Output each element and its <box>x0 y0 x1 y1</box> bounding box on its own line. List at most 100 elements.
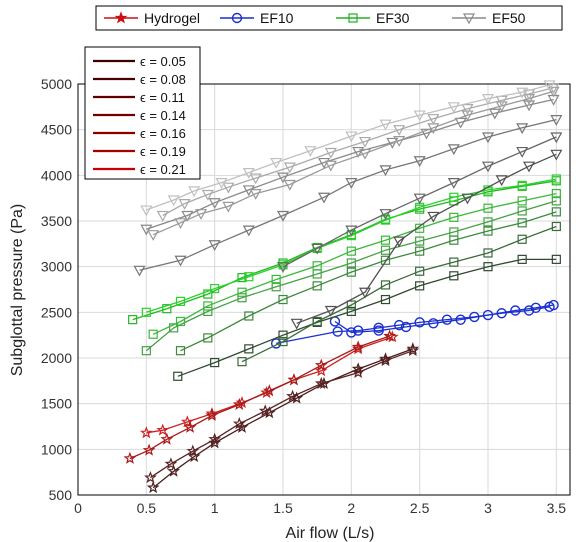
data-point-star <box>351 340 365 353</box>
legend-epsilon-label: ϵ = 0.14 <box>140 108 186 123</box>
data-point-square <box>346 267 356 277</box>
legend-label: Hydrogel <box>144 10 200 26</box>
data-point-square <box>415 266 425 276</box>
data-point-square <box>175 346 186 356</box>
data-point-star <box>262 384 276 397</box>
data-point-square <box>483 226 493 236</box>
data-point-triangle <box>488 108 501 120</box>
data-point-square <box>346 300 356 310</box>
series-ef30-10 <box>148 189 561 339</box>
data-point-triangle <box>222 201 235 213</box>
data-point-square <box>203 301 213 311</box>
data-point-circle <box>414 317 425 328</box>
data-point-square <box>517 218 527 228</box>
data-point-star <box>167 464 181 477</box>
data-point-triangle <box>543 80 556 92</box>
data-point-square <box>551 207 561 217</box>
data-point-star <box>186 444 200 457</box>
data-point-square <box>517 254 527 264</box>
y-axis-label: Subglottal pressure (Pa) <box>9 204 26 377</box>
data-point-circle <box>346 327 357 338</box>
data-point-triangle <box>379 119 392 131</box>
series-ef30-7 <box>237 221 561 367</box>
data-point-triangle <box>242 167 255 179</box>
data-point-star <box>287 373 301 386</box>
data-point-triangle <box>427 114 440 125</box>
x-tick-label: 0 <box>74 500 82 516</box>
data-point-square <box>380 245 391 255</box>
legend-label: EF50 <box>492 10 526 26</box>
y-tick-label: 5000 <box>41 76 72 92</box>
data-point-triangle <box>393 125 406 136</box>
data-point-square <box>380 235 391 245</box>
data-point-star <box>314 364 328 377</box>
legend-epsilon: ϵ = 0.05 ϵ = 0.08 ϵ = 0.11 ϵ = 0.14 ϵ = 0.16… <box>84 46 201 180</box>
data-point-triangle <box>194 209 208 220</box>
series-line <box>129 335 390 460</box>
data-point-star <box>351 365 365 379</box>
data-point-triangle <box>290 318 303 330</box>
series-ef50-19 <box>140 80 556 217</box>
data-point-square <box>169 323 179 333</box>
data-point-square <box>551 254 561 264</box>
data-point-square <box>551 196 561 206</box>
data-point-star <box>379 354 392 367</box>
data-point-square <box>128 315 138 325</box>
data-point-star <box>164 457 178 470</box>
data-point-triangle <box>276 210 290 222</box>
data-point-square <box>278 336 288 347</box>
data-point-star <box>383 329 396 342</box>
y-tick-label: 500 <box>49 487 73 503</box>
data-point-square <box>449 257 459 267</box>
data-point-triangle <box>181 210 194 222</box>
data-point-triangle <box>147 230 160 241</box>
data-point-square <box>415 246 425 256</box>
data-point-triangle <box>317 192 331 204</box>
data-point-square <box>141 346 151 356</box>
y-tick-label: 2000 <box>41 350 72 366</box>
data-point-triangle <box>215 178 228 189</box>
data-point-star <box>208 432 222 445</box>
legend-label: EF30 <box>376 10 410 26</box>
data-point-triangle <box>461 110 474 122</box>
data-point-star <box>144 470 157 484</box>
data-point-square <box>141 307 151 317</box>
data-point-square <box>244 272 254 282</box>
data-point-triangle <box>140 224 153 236</box>
data-point-star <box>286 389 299 402</box>
x-axis-label: Air flow (L/s) <box>286 525 375 542</box>
data-point-star <box>156 423 170 436</box>
data-point-square <box>312 316 322 327</box>
series-ef50-14 <box>276 132 563 273</box>
legend-item-hydrogel: Hydrogel <box>104 10 200 26</box>
data-point-square <box>517 196 527 206</box>
data-point-star <box>180 415 194 428</box>
data-point-square <box>380 294 391 305</box>
data-point-triangle <box>481 94 495 105</box>
data-point-circle <box>428 318 439 329</box>
plot-area-frame <box>77 83 571 496</box>
series-line <box>152 90 554 236</box>
data-point-circle <box>455 314 466 325</box>
data-point-triangle <box>324 147 337 159</box>
data-point-square <box>483 217 493 227</box>
data-point-triangle <box>188 186 201 198</box>
data-point-triangle <box>386 137 399 149</box>
y-tick-label: 1500 <box>41 396 72 412</box>
data-point-star <box>183 420 197 433</box>
data-point-triangle <box>454 117 467 129</box>
data-point-triangle <box>550 149 563 161</box>
data-point-circle <box>231 12 243 24</box>
data-point-star <box>314 376 328 390</box>
data-point-circle <box>510 305 521 316</box>
data-point-square <box>278 330 288 340</box>
data-point-star <box>232 397 246 411</box>
legend-epsilon-item: ϵ = 0.19 <box>93 144 186 159</box>
data-point-square <box>415 236 425 246</box>
data-point-triangle <box>283 179 296 191</box>
series-line <box>334 304 554 334</box>
series-line <box>177 258 557 377</box>
y-tick-label: 1000 <box>41 441 72 457</box>
data-point-triangle <box>516 87 529 99</box>
legend-epsilon-item: ϵ = 0.08 <box>93 72 186 87</box>
